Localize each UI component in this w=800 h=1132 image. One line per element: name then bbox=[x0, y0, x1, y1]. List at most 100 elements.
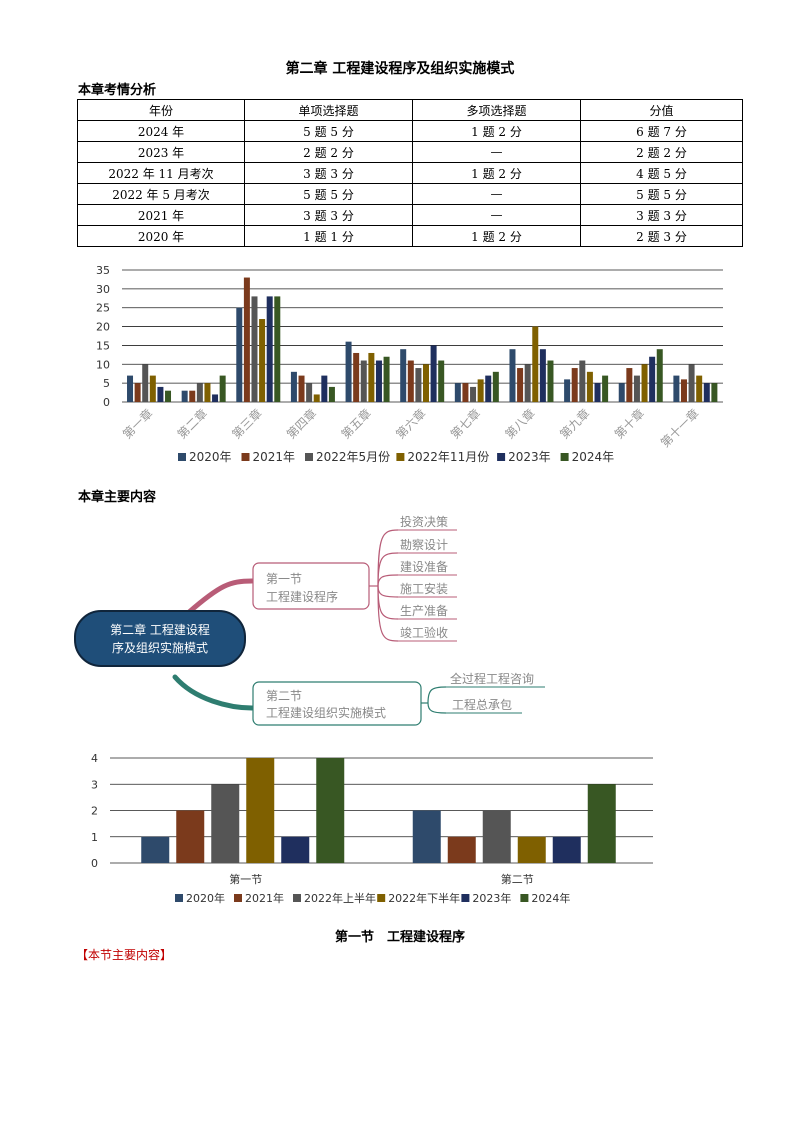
legend-swatch bbox=[178, 453, 186, 461]
legend-label: 2024年 bbox=[572, 450, 615, 464]
bar bbox=[509, 349, 516, 402]
bar bbox=[141, 836, 170, 863]
legend-label: 2024年 bbox=[531, 891, 570, 905]
section-title: 第一节 工程建设程序 bbox=[334, 930, 465, 945]
bar bbox=[127, 375, 134, 402]
mindmap-leaf: 投资决策 bbox=[400, 514, 448, 529]
table-cell: 3 题 3 分 bbox=[244, 162, 413, 184]
mindmap-connector bbox=[377, 585, 399, 598]
mindmap-root-line2: 序及组织实施模式 bbox=[112, 640, 208, 655]
bar bbox=[274, 296, 281, 402]
bar bbox=[633, 375, 640, 402]
bar bbox=[204, 383, 211, 402]
legend-swatch bbox=[396, 453, 405, 461]
mindmap-branch2-line2: 工程建设组织实施模式 bbox=[266, 705, 386, 720]
legend-label: 2020年 bbox=[189, 450, 232, 464]
bar bbox=[586, 371, 593, 402]
y-tick-label: 2 bbox=[91, 805, 98, 818]
legend-swatch bbox=[377, 894, 386, 902]
bar bbox=[281, 836, 310, 863]
x-tick-label: 第四章 bbox=[283, 406, 319, 442]
mindmap-leaf: 施工安装 bbox=[400, 581, 448, 596]
x-tick-label: 第二节 bbox=[501, 872, 534, 886]
bar bbox=[251, 296, 258, 402]
bar bbox=[360, 360, 367, 402]
table-cell: 2 题 2 分 bbox=[244, 141, 413, 163]
legend-swatch bbox=[461, 894, 470, 902]
bar bbox=[547, 360, 554, 402]
bar bbox=[524, 364, 531, 402]
bar bbox=[383, 356, 390, 402]
table-cell: 3 题 3 分 bbox=[580, 204, 743, 226]
table-cell: 4 题 5 分 bbox=[580, 162, 743, 184]
bar bbox=[602, 375, 609, 402]
column-header-score: 分值 bbox=[580, 99, 743, 121]
x-tick-label: 第八章 bbox=[502, 406, 538, 442]
mindmap-branch2-line1: 第二节 bbox=[266, 689, 302, 703]
bar bbox=[412, 810, 441, 863]
legend-label: 2022年上半年 bbox=[304, 891, 376, 905]
bar bbox=[571, 368, 578, 402]
y-tick-label: 20 bbox=[96, 321, 110, 334]
table-cell: 5 题 5 分 bbox=[244, 120, 413, 142]
exam-analysis-table: 年份 单项选择题 多项选择题 分值 2024 年 5 题 5 分 1 题 2 分… bbox=[77, 99, 743, 247]
bar bbox=[696, 375, 703, 402]
bar bbox=[142, 364, 149, 402]
main-content-heading: 本章主要内容 bbox=[78, 490, 157, 505]
table-row: 2022 年 11 月考次 3 题 3 分 1 题 2 分 4 题 5 分 bbox=[77, 162, 743, 184]
column-header-year: 年份 bbox=[77, 99, 245, 121]
legend-swatch bbox=[520, 894, 529, 902]
bar bbox=[176, 810, 205, 863]
bar bbox=[246, 758, 275, 863]
legend-label: 2022年11月份 bbox=[407, 450, 489, 464]
bar bbox=[243, 277, 250, 402]
mindmap-leaf: 生产准备 bbox=[400, 604, 448, 618]
bar bbox=[415, 368, 422, 402]
bar bbox=[532, 326, 539, 402]
legend-label: 2022年下半年 bbox=[388, 891, 460, 905]
x-tick-label: 第九章 bbox=[556, 406, 592, 442]
table-cell: 1 题 2 分 bbox=[412, 225, 581, 247]
legend-swatch bbox=[497, 453, 506, 461]
bar bbox=[259, 319, 266, 402]
table-row: 2020 年 1 题 1 分 1 题 2 分 2 题 3 分 bbox=[77, 225, 743, 247]
table-cell: 1 题 1 分 bbox=[244, 225, 413, 247]
bar bbox=[447, 836, 476, 863]
chapter-mindmap: 第二章 工程建设程 序及组织实施模式 第一节 工程建设程序 投资决策 勘察设计 … bbox=[74, 514, 545, 726]
mindmap-leaf: 建设准备 bbox=[400, 560, 448, 574]
y-tick-label: 4 bbox=[91, 752, 98, 765]
legend-label: 2021年 bbox=[253, 450, 296, 464]
table-cell: 5 题 5 分 bbox=[244, 183, 413, 205]
table-header-row: 年份 单项选择题 多项选择题 分值 bbox=[77, 99, 743, 121]
bar bbox=[462, 383, 469, 402]
bar bbox=[539, 349, 546, 402]
bar bbox=[328, 386, 335, 402]
mindmap-connector bbox=[427, 702, 447, 714]
y-tick-label: 35 bbox=[96, 264, 110, 277]
table-cell: 2 题 3 分 bbox=[580, 225, 743, 247]
mindmap-leaf: 全过程工程咨询 bbox=[450, 671, 534, 686]
bar bbox=[552, 836, 581, 863]
bar bbox=[316, 758, 345, 863]
mindmap-leaf: 工程总承包 bbox=[452, 697, 512, 712]
mindmap-connector bbox=[377, 585, 399, 642]
y-tick-label: 15 bbox=[96, 339, 110, 352]
mindmap-root-node bbox=[74, 610, 246, 667]
legend-label: 2021年 bbox=[245, 891, 284, 905]
mindmap-connector bbox=[427, 686, 447, 704]
bar bbox=[703, 383, 710, 402]
legend-swatch bbox=[241, 453, 250, 461]
bar bbox=[400, 349, 407, 402]
bar bbox=[482, 810, 511, 863]
y-tick-label: 30 bbox=[96, 283, 110, 296]
table-cell: 2020 年 bbox=[77, 225, 245, 247]
mindmap-connector bbox=[377, 552, 399, 587]
y-tick-label: 25 bbox=[96, 302, 110, 315]
legend-label: 2023年 bbox=[508, 450, 551, 464]
bar bbox=[134, 383, 141, 402]
legend-label: 2023年 bbox=[472, 891, 511, 905]
chapter-score-chart: 0 5 10 15 20 25 30 35 第一章 第二章 第三章 第四章 第五章 第六章 第七章 第八章 第九… bbox=[96, 264, 723, 464]
bar bbox=[564, 379, 571, 402]
bar bbox=[594, 383, 601, 402]
table-cell: 2024 年 bbox=[77, 120, 245, 142]
